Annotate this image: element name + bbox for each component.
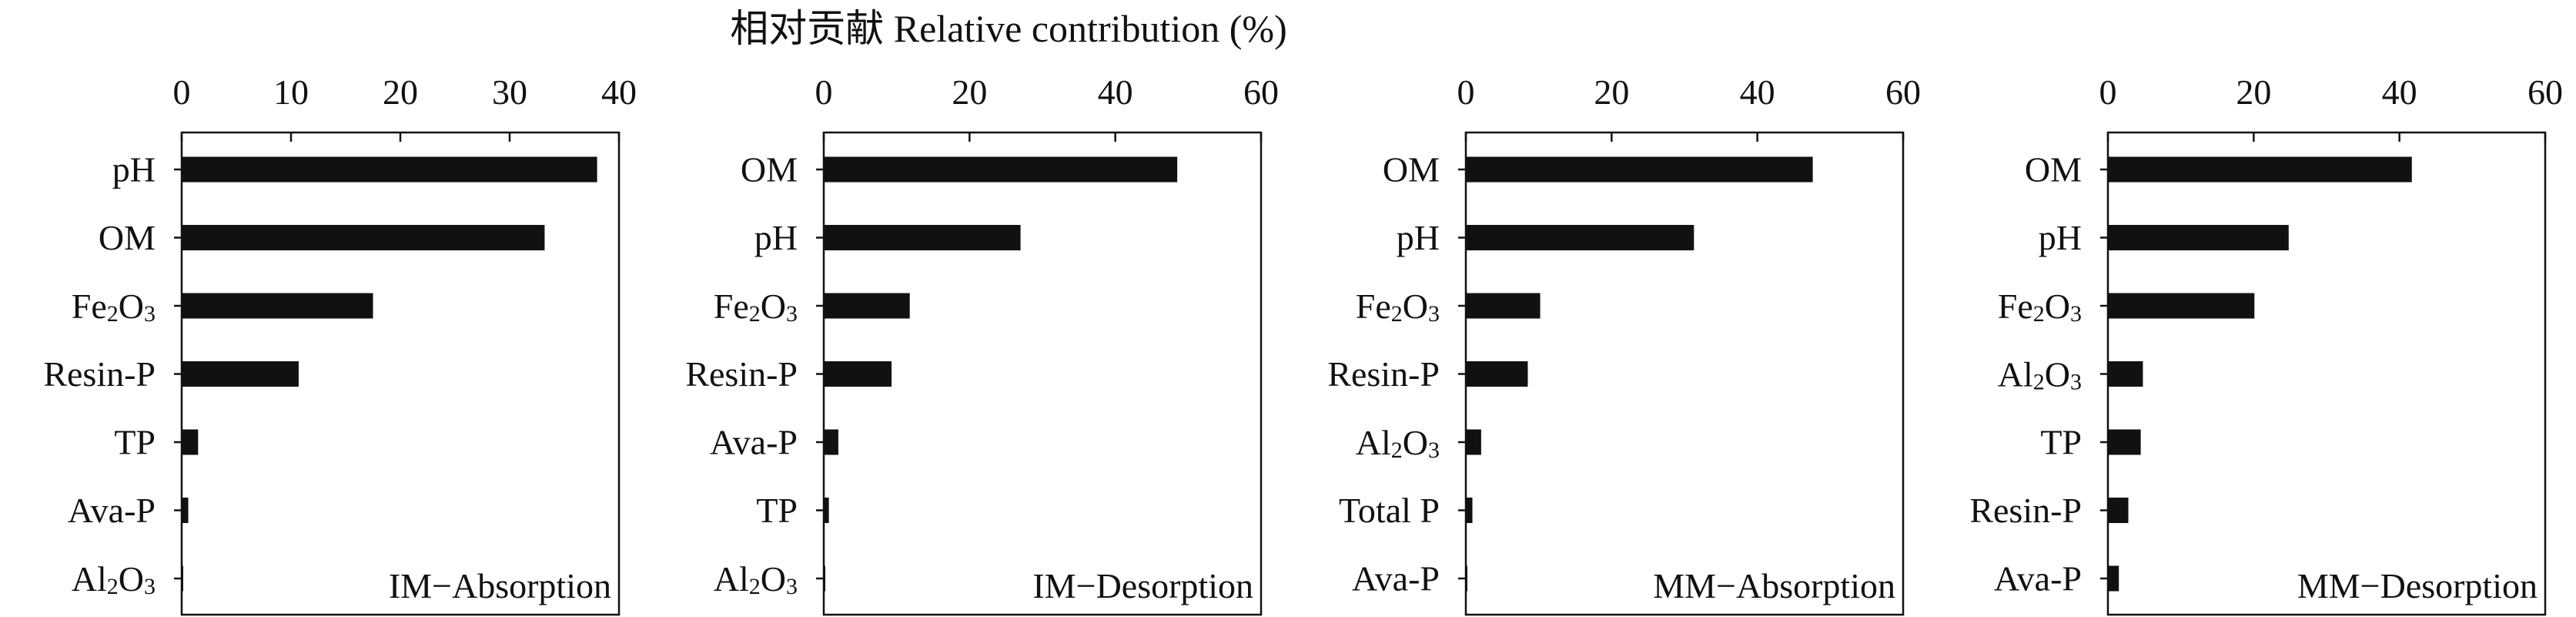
bar	[2108, 293, 2255, 319]
x-tick-label: 20	[383, 72, 418, 112]
x-tick-label: 40	[2382, 72, 2417, 112]
bar	[1466, 156, 1813, 183]
bar	[824, 225, 1021, 250]
x-tick-label: 40	[1098, 72, 1133, 112]
x-tick-label: 60	[1243, 72, 1279, 112]
bar	[182, 293, 373, 319]
plot-frame	[1464, 131, 1905, 616]
bar	[2108, 156, 2412, 183]
bar	[182, 361, 299, 387]
category-label: Resin-P	[1327, 354, 1440, 394]
bar	[182, 565, 183, 592]
bar	[824, 565, 825, 592]
category-label: Ava-P	[1994, 559, 2082, 599]
x-tick-label: 20	[2236, 72, 2271, 112]
chart-title: 相对贡献 Relative contribution (%)	[730, 7, 1287, 50]
plot-frame	[2106, 131, 2547, 616]
category-label: Al2O3	[1356, 423, 1440, 463]
category-label: Total P	[1339, 491, 1440, 530]
bar	[2108, 565, 2119, 592]
category-label: Al2O3	[714, 559, 798, 599]
bar	[824, 361, 892, 387]
bar	[1466, 498, 1473, 523]
category-label: Fe2O3	[1998, 287, 2082, 327]
bar	[2108, 225, 2289, 250]
category-label: Fe2O3	[1356, 287, 1440, 327]
category-label: OM	[2025, 150, 2082, 189]
x-tick-label: 0	[815, 72, 833, 112]
category-label: TP	[114, 423, 156, 462]
category-label: Al2O3	[1998, 354, 2082, 394]
x-tick-label: 0	[2099, 72, 2117, 112]
category-label: Al2O3	[72, 559, 156, 599]
category-label: pH	[112, 150, 156, 189]
bar	[2108, 498, 2129, 523]
x-tick-label: 0	[1457, 72, 1475, 112]
x-tick-label: 20	[952, 72, 987, 112]
bar	[182, 498, 189, 523]
bar	[182, 429, 199, 455]
category-label: Ava-P	[710, 423, 798, 462]
bar	[824, 429, 838, 455]
x-tick-label: 60	[1885, 72, 1921, 112]
bar	[824, 293, 910, 319]
bar	[2108, 361, 2143, 387]
bar	[1466, 361, 1528, 387]
bar	[182, 225, 545, 250]
bar	[1466, 565, 1467, 592]
category-label: Resin-P	[43, 354, 156, 394]
panel-label: IM−Desorption	[1032, 566, 1253, 605]
category-label: TP	[756, 491, 798, 530]
category-label: Fe2O3	[72, 287, 156, 327]
category-label: TP	[2040, 423, 2082, 462]
category-label: Fe2O3	[714, 287, 798, 327]
panel-label: MM−Desorption	[2297, 566, 2538, 605]
category-label: Resin-P	[685, 354, 798, 394]
x-tick-label: 0	[173, 72, 191, 112]
bar	[824, 498, 829, 523]
category-label: Ava-P	[1352, 559, 1440, 599]
bar	[2108, 429, 2141, 455]
x-tick-label: 30	[492, 72, 527, 112]
panel-label: MM−Absorption	[1653, 566, 1895, 605]
category-label: Resin-P	[1969, 491, 2082, 530]
bar	[182, 156, 597, 183]
bar	[1466, 225, 1694, 250]
category-label: OM	[1383, 150, 1440, 189]
category-label: OM	[99, 218, 156, 257]
bar	[824, 156, 1178, 183]
panel-label: IM−Absorption	[389, 566, 611, 605]
x-tick-label: 10	[273, 72, 309, 112]
x-tick-label: 60	[2527, 72, 2563, 112]
bar	[1466, 429, 1481, 455]
category-label: pH	[754, 218, 798, 257]
x-tick-label: 40	[1740, 72, 1775, 112]
category-label: pH	[1397, 218, 1440, 257]
x-tick-label: 40	[601, 72, 637, 112]
bar	[1466, 293, 1541, 319]
category-label: OM	[741, 150, 798, 189]
category-label: Ava-P	[68, 491, 156, 530]
category-label: pH	[2039, 218, 2082, 257]
x-tick-label: 20	[1594, 72, 1629, 112]
